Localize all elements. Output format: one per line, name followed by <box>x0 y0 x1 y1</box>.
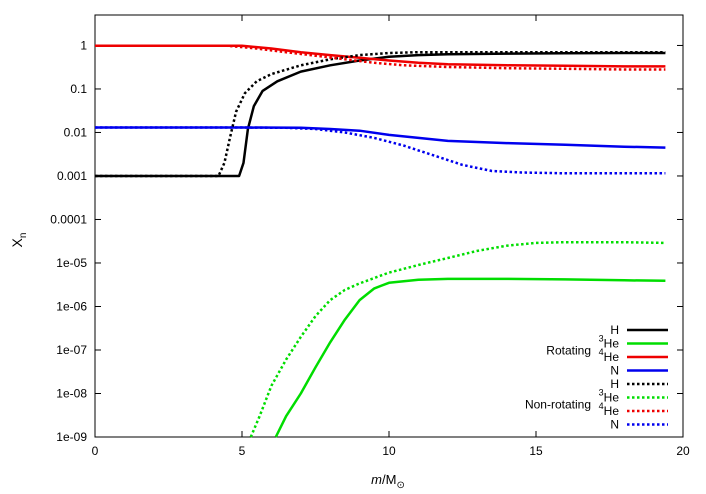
y-tick-label: 0.001 <box>57 169 87 183</box>
y-tick-label: 1e-08 <box>56 386 87 400</box>
y-axis-label: Xn <box>9 233 29 248</box>
x-axis-label: m/M⊙ <box>371 472 405 491</box>
legend-group-title: Rotating <box>546 343 591 357</box>
series-line-rotating-3he <box>274 277 666 438</box>
y-axis: 1 0.1 0.01 0.001 0.0001 1e-05 1e-06 1e-07 1e-08 1… <box>50 38 683 444</box>
x-tick-label: 5 <box>239 444 246 458</box>
series-line-rotating-n <box>95 126 666 149</box>
y-tick-label: 1e-06 <box>56 299 87 313</box>
y-tick-label: 1e-09 <box>56 430 87 444</box>
series-line-nonrotating-h <box>95 50 666 178</box>
legend-label: 3He <box>599 388 620 405</box>
legend-group-title: Non-rotating <box>525 397 591 411</box>
x-tick-label: 15 <box>529 444 543 458</box>
x-axis: 0 5 10 15 20 <box>92 15 690 458</box>
x-tick-label: 20 <box>676 444 690 458</box>
legend-label: 4He <box>599 401 620 418</box>
legend-label: H <box>610 377 619 391</box>
series-line-nonrotating-n <box>95 126 666 175</box>
series-line-nonrotating-4he <box>95 44 666 71</box>
legend-label: 3He <box>599 334 620 351</box>
series-layer <box>95 44 666 438</box>
series-line-rotating-h <box>95 51 666 178</box>
y-tick-label: 0.01 <box>64 125 88 139</box>
legend-label: H <box>610 323 619 337</box>
series-line-nonrotating-3he <box>249 240 666 438</box>
y-tick-label: 1 <box>80 38 87 52</box>
x-tick-label: 0 <box>92 444 99 458</box>
y-tick-label: 0.1 <box>70 82 87 96</box>
y-tick-label: 1e-05 <box>56 256 87 270</box>
legend-label: N <box>610 364 619 378</box>
x-tick-label: 10 <box>382 444 396 458</box>
y-tick-label: 0.0001 <box>50 212 87 226</box>
y-tick-label: 1e-07 <box>56 343 87 357</box>
legend-label: 4He <box>599 347 620 364</box>
plot-frame <box>94 14 684 438</box>
series-line-rotating-4he <box>95 44 666 68</box>
legend-label: N <box>610 418 619 432</box>
